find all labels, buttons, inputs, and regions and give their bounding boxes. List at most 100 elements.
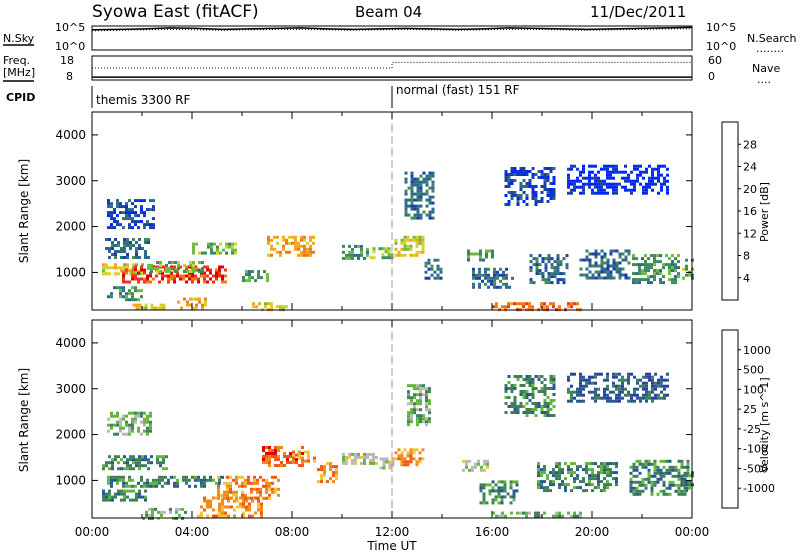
- echo-cell: [546, 477, 549, 481]
- echo-cell: [644, 278, 647, 282]
- echo-cell: [131, 274, 134, 278]
- echo-cell: [503, 480, 507, 484]
- echo-cell: [487, 267, 490, 271]
- echo-cell: [493, 270, 496, 274]
- echo-cell: [253, 481, 256, 485]
- echo-cell: [113, 226, 116, 230]
- echo-cell: [632, 272, 635, 276]
- echo-cell: [621, 267, 625, 271]
- echo-cell: [173, 265, 176, 269]
- echo-cell: [638, 281, 641, 285]
- echo-cell: [585, 182, 588, 186]
- echo-cell: [229, 475, 232, 479]
- echo-cell: [134, 417, 137, 421]
- echo-cell: [197, 280, 200, 284]
- echo-cell: [131, 202, 134, 206]
- echo-cell: [114, 244, 117, 247]
- echo-cell: [624, 393, 627, 397]
- echo-cell: [292, 456, 295, 460]
- echo-cell: [279, 253, 282, 257]
- echo-cell: [416, 180, 420, 184]
- echo-cell: [503, 486, 507, 490]
- echo-cell: [146, 484, 149, 488]
- echo-cell: [110, 411, 113, 415]
- echo-cell: [210, 242, 213, 246]
- echo-cell: [609, 474, 612, 478]
- echo-cell: [153, 267, 156, 270]
- echo-cell: [546, 305, 549, 309]
- echo-cell: [685, 489, 688, 493]
- echo-cell: [671, 468, 675, 472]
- echo-cell: [582, 387, 585, 391]
- echo-cell: [122, 481, 125, 485]
- echo-cell: [116, 286, 119, 290]
- echo-cell: [659, 254, 662, 258]
- echo-cell: [597, 264, 601, 268]
- echo-cell: [606, 465, 609, 469]
- echo-cell: [122, 226, 125, 230]
- echo-cell: [351, 247, 354, 251]
- echo-cell: [576, 399, 579, 403]
- echo-cell: [541, 257, 545, 261]
- echo-cell: [645, 381, 648, 385]
- echo-cell: [253, 487, 256, 491]
- echo-cell: [683, 492, 687, 496]
- echo-cell: [525, 408, 529, 411]
- echo-cell: [146, 208, 149, 212]
- echo-cell: [200, 505, 203, 509]
- echo-cell: [552, 302, 555, 306]
- echo-cell: [125, 202, 128, 206]
- echo-cell: [654, 176, 657, 180]
- echo-cell: [422, 414, 425, 418]
- echo-cell: [638, 272, 641, 276]
- echo-cell: [550, 266, 554, 270]
- echo-cell: [148, 513, 151, 517]
- echo-cell: [113, 414, 116, 418]
- echo-cell: [227, 505, 230, 509]
- echo-cell: [416, 186, 420, 190]
- echo-cell: [145, 510, 148, 514]
- echo-cell: [531, 176, 535, 179]
- echo-cell: [629, 477, 633, 481]
- echo-cell: [603, 465, 606, 469]
- echo-cell: [141, 464, 144, 468]
- echo-cell: [219, 251, 222, 255]
- echo-cell: [632, 486, 636, 490]
- echo-cell: [262, 484, 265, 488]
- echo-cell: [549, 182, 553, 185]
- echo-cell: [645, 372, 648, 376]
- echo-cell: [132, 266, 135, 270]
- echo-cell: [110, 205, 113, 209]
- echo-cell: [342, 461, 345, 465]
- echo-cell: [549, 191, 553, 194]
- echo-cell: [519, 173, 523, 176]
- echo-cell: [505, 285, 508, 289]
- echo-cell: [635, 468, 639, 472]
- echo-cell: [513, 408, 517, 411]
- echo-cell: [141, 306, 145, 310]
- echo-cell: [648, 375, 651, 379]
- echo-cell: [657, 396, 660, 400]
- xtick-label: 00:00: [75, 525, 110, 539]
- echo-cell: [162, 455, 165, 459]
- echo-cell: [519, 185, 523, 188]
- echo-cell: [150, 306, 154, 310]
- echo-cell: [268, 496, 271, 500]
- echo-cell: [556, 266, 560, 270]
- echo-cell: [659, 474, 663, 478]
- echo-cell: [553, 260, 557, 264]
- echo-cell: [147, 238, 150, 241]
- echo-cell: [490, 276, 493, 280]
- echo-cell: [241, 475, 244, 479]
- echo-cell: [507, 191, 511, 194]
- echo-cell: [644, 483, 648, 487]
- echo-cell: [146, 481, 149, 485]
- echo-cell: [685, 474, 688, 478]
- echo-cell: [175, 510, 178, 514]
- echo-cell: [107, 423, 110, 427]
- echo-cell: [651, 378, 654, 382]
- echo-cell: [612, 471, 615, 475]
- echo-cell: [351, 250, 354, 254]
- echo-cell: [644, 260, 647, 264]
- echo-cell: [113, 478, 116, 482]
